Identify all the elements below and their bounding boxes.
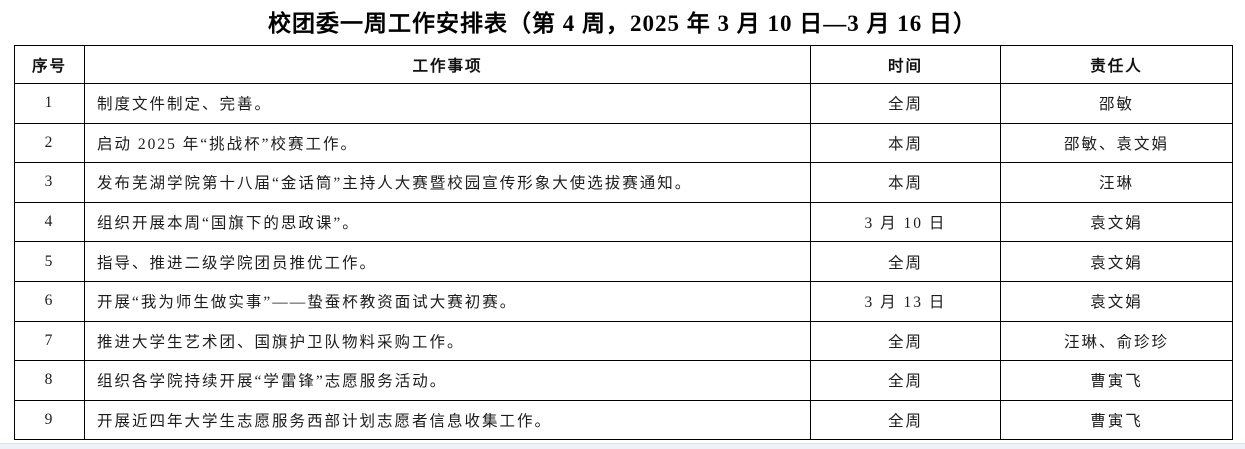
table-row: 6 开展“我为师生做实事”——蛰蚕杯教资面试大赛初赛。 3 月 13 日袁文娟 xyxy=(14,280,1233,322)
cell-seq: 5 xyxy=(14,241,85,282)
table-row: 8 组织各学院持续开展“学雷锋”志愿服务活动。 全周 曹寅飞 xyxy=(14,360,1233,401)
cell-person: 袁文娟 xyxy=(1000,201,1233,243)
cell-item: 组织各学院持续开展“学雷锋”志愿服务活动。 xyxy=(84,360,811,401)
column-header-person: 责任人 xyxy=(1000,45,1233,84)
cell-item: 启动 2025 年“挑战杯”校赛工作。 xyxy=(84,122,811,164)
cell-seq: 2 xyxy=(14,122,85,164)
cell-seq: 9 xyxy=(14,399,85,441)
cell-person: 汪琳 xyxy=(1000,162,1233,203)
cell-time: 全周 xyxy=(810,320,1001,362)
cell-time: 全周 xyxy=(810,399,1001,441)
table-row: 7 推进大学生艺术团、国旗护卫队物料采购工作。 全周 汪琳、俞珍珍 xyxy=(14,320,1233,362)
cell-seq: 8 xyxy=(14,360,85,401)
work-schedule-table: 序号 工作事项 时间 责任人 1 制度文件制定、完善。 全周 邵敏 2 启动 2025 年… xyxy=(14,45,1233,441)
cell-item: 制度文件制定、完善。 xyxy=(84,83,811,124)
cell-item: 发布芜湖学院第十八届“金话筒”主持人大赛暨校园宣传形象大使选拔赛通知。 xyxy=(84,162,811,203)
cell-seq: 4 xyxy=(14,201,85,243)
cell-time: 3 月 10 日 xyxy=(810,201,1001,243)
cell-time: 全周 xyxy=(810,241,1001,282)
column-header-time: 时间 xyxy=(810,45,1001,84)
cell-seq: 3 xyxy=(14,162,85,203)
cell-person: 汪琳、俞珍珍 xyxy=(1000,320,1233,362)
cell-person: 邵敏、袁文娟 xyxy=(1000,122,1233,164)
cell-person: 袁文娟 xyxy=(1000,241,1233,282)
column-header-seq: 序号 xyxy=(14,45,85,84)
cell-item: 指导、推进二级学院团员推优工作。 xyxy=(84,241,811,282)
cell-time: 全周 xyxy=(810,83,1001,124)
cell-item: 组织开展本周“国旗下的思政课”。 xyxy=(84,201,811,243)
table-row: 3 发布芜湖学院第十八届“金话筒”主持人大赛暨校园宣传形象大使选拔赛通知。 本周 汪琳 xyxy=(14,162,1233,203)
table-header-row: 序号 工作事项 时间 责任人 xyxy=(14,45,1233,84)
cell-seq: 1 xyxy=(14,83,85,124)
column-header-item: 工作事项 xyxy=(84,45,811,84)
page-title: 校团委一周工作安排表（第 4 周，2025 年 3 月 10 日—3 月 16 … xyxy=(268,11,977,36)
table-row: 4 组织开展本周“国旗下的思政课”。 3 月 10 日袁文娟 xyxy=(14,201,1233,243)
cell-time: 全周 xyxy=(810,360,1001,401)
cell-person: 曹寅飞 xyxy=(1000,360,1233,401)
cell-seq: 6 xyxy=(14,280,85,322)
cell-time: 本周 xyxy=(810,122,1001,164)
cell-item: 推进大学生艺术团、国旗护卫队物料采购工作。 xyxy=(84,320,811,362)
table-body: 1 制度文件制定、完善。 全周 邵敏 2 启动 2025 年“挑战杯”校赛工作。 本周 邵敏、… xyxy=(14,83,1233,441)
cell-seq: 7 xyxy=(14,320,85,362)
cell-person: 袁文娟 xyxy=(1000,280,1233,322)
cell-time: 3 月 13 日 xyxy=(810,280,1001,322)
cell-item: 开展“我为师生做实事”——蛰蚕杯教资面试大赛初赛。 xyxy=(84,280,811,322)
table-row: 1 制度文件制定、完善。 全周 邵敏 xyxy=(14,83,1233,124)
bottom-strip xyxy=(0,443,1245,449)
cell-item: 开展近四年大学生志愿服务西部计划志愿者信息收集工作。 xyxy=(84,399,811,441)
cell-time: 本周 xyxy=(810,162,1001,203)
cell-person: 邵敏 xyxy=(1000,83,1233,124)
table-row: 2 启动 2025 年“挑战杯”校赛工作。 本周 邵敏、袁文娟 xyxy=(14,122,1233,164)
cell-person: 曹寅飞 xyxy=(1000,399,1233,441)
table-row: 5 指导、推进二级学院团员推优工作。 全周 袁文娟 xyxy=(14,241,1233,282)
table-row: 9 开展近四年大学生志愿服务西部计划志愿者信息收集工作。 全周 曹寅飞 xyxy=(14,399,1233,441)
table-header: 序号 工作事项 时间 责任人 xyxy=(14,45,1233,84)
